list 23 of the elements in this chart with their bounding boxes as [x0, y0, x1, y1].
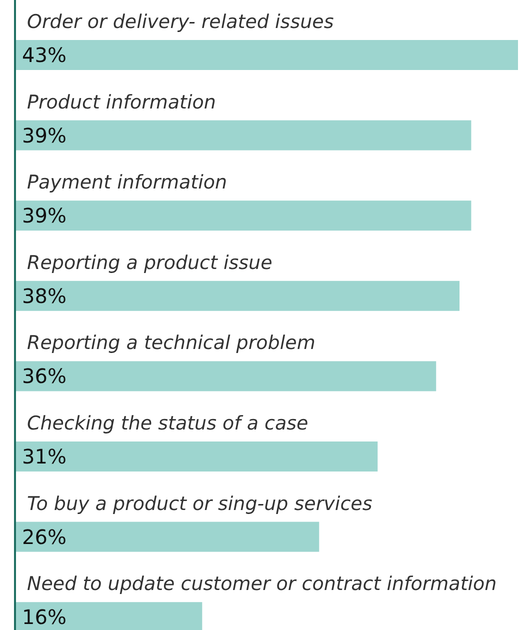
bar	[15, 522, 320, 552]
y-tick-label: Reporting a technical problem	[27, 332, 316, 354]
bar	[15, 361, 436, 392]
data-label: 16%	[22, 605, 66, 630]
data-label: 26%	[22, 524, 66, 549]
data-label: 39%	[22, 204, 66, 228]
bar	[15, 200, 472, 231]
y-tick-label: Need to update customer or contract information	[27, 573, 497, 596]
y-tick-label: Payment information	[27, 172, 228, 194]
data-label: 36%	[22, 364, 66, 388]
data-label: 38%	[22, 284, 66, 308]
y-tick-label: Product information	[27, 91, 216, 114]
bar	[15, 40, 518, 70]
y-tick-label: Reporting a product issue	[27, 252, 272, 274]
data-label: 43%	[22, 43, 66, 67]
y-tick-label: Checking the status of a case	[27, 412, 308, 434]
bar	[15, 280, 460, 311]
data-label: 39%	[22, 123, 66, 148]
y-tick-label: Order or delivery- related issues	[27, 11, 334, 33]
bar	[15, 120, 472, 150]
data-label: 31%	[22, 444, 66, 468]
bar	[15, 442, 378, 472]
y-tick-label: To buy a product or sing-up services	[27, 492, 372, 515]
